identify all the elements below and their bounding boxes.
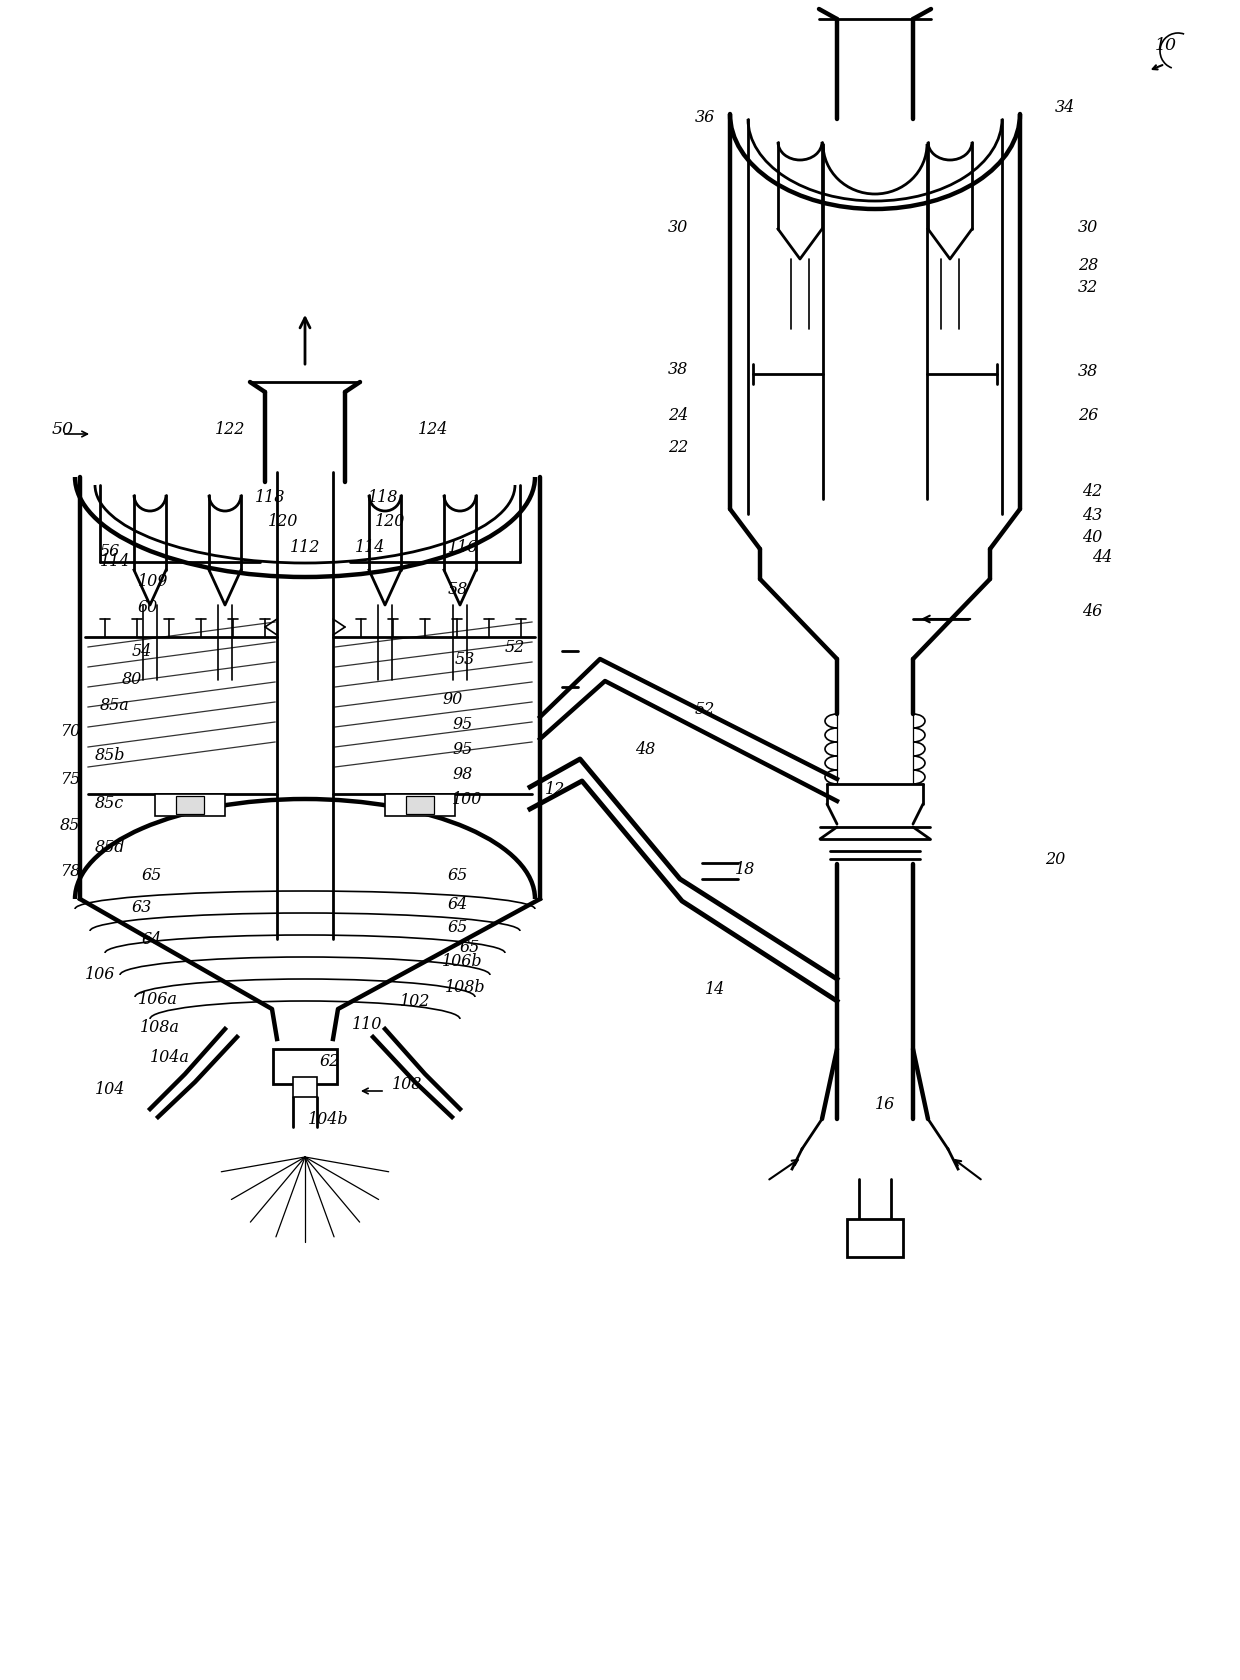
Text: 18: 18 [735, 860, 755, 879]
Text: 54: 54 [131, 643, 153, 660]
Text: 104b: 104b [308, 1110, 348, 1127]
Text: 56: 56 [100, 543, 120, 559]
Text: 85: 85 [60, 816, 81, 833]
Text: 102: 102 [401, 993, 430, 1010]
Text: 98: 98 [453, 766, 472, 783]
Text: 32: 32 [1078, 279, 1099, 296]
Text: 95: 95 [453, 741, 472, 758]
Text: 108b: 108b [445, 979, 486, 996]
Text: 38: 38 [668, 361, 688, 378]
Text: 36: 36 [694, 109, 715, 126]
Text: 109: 109 [138, 573, 169, 590]
Text: 114: 114 [355, 539, 386, 556]
Text: 38: 38 [1078, 363, 1099, 380]
Text: 100: 100 [453, 791, 482, 808]
Text: 124: 124 [418, 422, 449, 438]
Text: 20: 20 [1045, 852, 1065, 869]
Text: 52: 52 [505, 638, 526, 657]
Text: 106b: 106b [441, 953, 482, 969]
Bar [155, 795, 224, 816]
Bar [273, 1050, 337, 1084]
Text: 116: 116 [448, 539, 479, 556]
Bar [293, 1077, 317, 1097]
Text: 58: 58 [448, 581, 469, 598]
Text: 90: 90 [441, 690, 463, 707]
Text: 70: 70 [60, 722, 81, 741]
Text: 106a: 106a [138, 991, 177, 1008]
Text: 52: 52 [694, 701, 715, 717]
Text: 95: 95 [453, 716, 472, 732]
Text: 46: 46 [1083, 603, 1102, 620]
Text: 65: 65 [448, 867, 469, 884]
Text: 44: 44 [1092, 549, 1112, 566]
Text: 16: 16 [875, 1095, 895, 1112]
Text: 24: 24 [668, 407, 688, 423]
Text: 120: 120 [374, 512, 405, 531]
Text: 75: 75 [60, 771, 81, 788]
Text: 30: 30 [1078, 220, 1099, 237]
Text: 40: 40 [1083, 529, 1102, 546]
Text: 112: 112 [290, 539, 320, 556]
Text: 104a: 104a [150, 1048, 190, 1065]
Text: 60: 60 [138, 600, 159, 617]
Text: 63: 63 [131, 899, 153, 916]
Text: 26: 26 [1078, 407, 1099, 423]
Text: 110: 110 [352, 1016, 382, 1033]
Text: 53: 53 [455, 652, 475, 669]
Text: 120: 120 [268, 512, 299, 531]
Text: 118: 118 [255, 489, 285, 506]
Text: 43: 43 [1083, 507, 1102, 524]
Text: 12: 12 [546, 781, 565, 798]
Bar [847, 1220, 903, 1257]
Text: 85a: 85a [100, 697, 130, 714]
Bar [176, 796, 205, 815]
Text: 22: 22 [668, 438, 688, 457]
Text: 85c: 85c [95, 795, 124, 811]
Text: 85b: 85b [95, 748, 125, 764]
Text: 14: 14 [706, 981, 725, 998]
Text: 65: 65 [460, 939, 480, 956]
Text: 42: 42 [1083, 484, 1102, 501]
Text: 28: 28 [1078, 257, 1099, 274]
Text: 80: 80 [122, 670, 143, 689]
Text: 104: 104 [95, 1080, 125, 1097]
Text: 34: 34 [1055, 99, 1075, 116]
Text: 62: 62 [320, 1053, 340, 1070]
Text: 10: 10 [1154, 37, 1177, 54]
Text: 64: 64 [143, 931, 162, 948]
Text: 50: 50 [52, 422, 74, 438]
Text: 114: 114 [100, 553, 130, 570]
Text: 85d: 85d [95, 838, 125, 857]
Bar [384, 795, 455, 816]
Text: 108: 108 [392, 1075, 423, 1094]
Bar [405, 796, 434, 815]
Text: 65: 65 [448, 919, 469, 936]
Text: 108a: 108a [140, 1018, 180, 1037]
Text: 78: 78 [60, 864, 81, 880]
Text: 48: 48 [635, 741, 655, 758]
Text: 122: 122 [215, 422, 246, 438]
Text: 30: 30 [668, 220, 688, 237]
Text: 65: 65 [143, 867, 162, 884]
Text: 106: 106 [86, 966, 115, 983]
Text: 64: 64 [448, 895, 469, 912]
Text: 118: 118 [368, 489, 398, 506]
